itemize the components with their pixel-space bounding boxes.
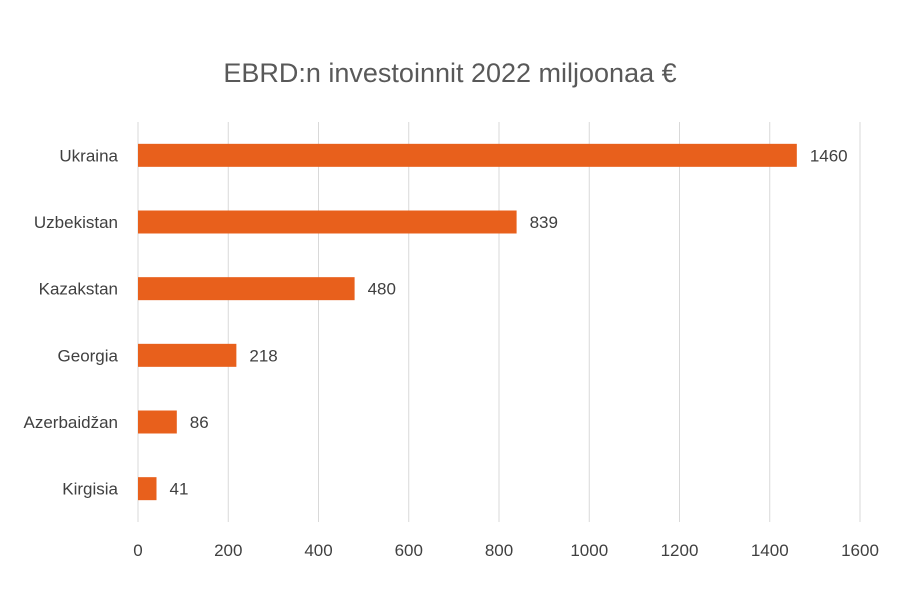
data-label: 218 (249, 346, 277, 365)
data-label: 839 (530, 213, 558, 232)
bar (138, 410, 177, 434)
x-tick-label: 1600 (841, 541, 879, 560)
bar (138, 210, 517, 234)
x-tick-label: 400 (304, 541, 332, 560)
bar (138, 477, 157, 501)
x-tick-label: 600 (395, 541, 423, 560)
y-category-label: Azerbaidžan (23, 413, 118, 432)
y-category-label: Georgia (58, 346, 119, 365)
x-tick-label: 0 (133, 541, 142, 560)
data-label: 86 (190, 413, 209, 432)
data-label: 41 (170, 480, 189, 499)
bar (138, 343, 237, 367)
y-category-label: Kirgisia (62, 480, 118, 499)
bar (138, 143, 797, 167)
chart-title: EBRD:n investoinnit 2022 miljoonaa € (223, 58, 677, 88)
x-tick-label: 1000 (570, 541, 608, 560)
y-category-label: Uzbekistan (34, 213, 118, 232)
bar (138, 277, 355, 301)
data-label: 480 (368, 280, 396, 299)
y-category-label: Ukraina (59, 146, 118, 165)
x-tick-label: 1200 (661, 541, 699, 560)
x-tick-label: 1400 (751, 541, 789, 560)
x-tick-label: 200 (214, 541, 242, 560)
data-label: 1460 (810, 146, 848, 165)
y-category-label: Kazakstan (39, 280, 118, 299)
x-tick-label: 800 (485, 541, 513, 560)
